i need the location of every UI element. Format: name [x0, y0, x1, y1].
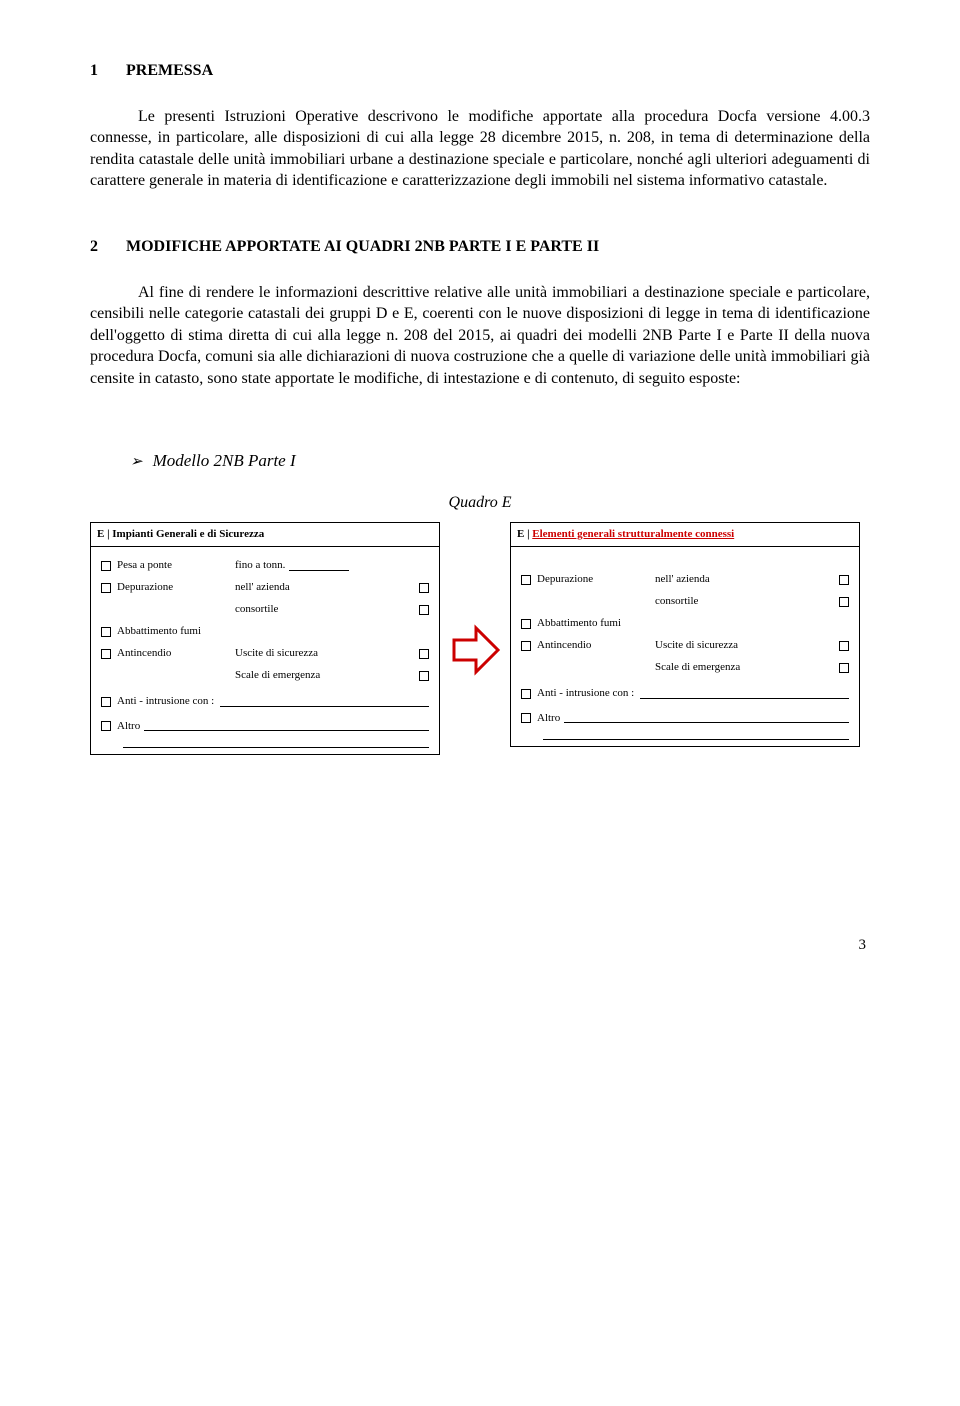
row-dep: Depurazione nell' azienda	[101, 577, 429, 599]
row-pesa: Pesa a ponte fino a tonn.	[101, 555, 429, 577]
label-dep-rr2: consortile	[655, 594, 698, 609]
model-subhead-text: Modello 2NB Parte I	[153, 451, 296, 470]
row-ant-r: Antincendio Uscite di sicurezza	[521, 635, 849, 657]
panel-right-body: Depurazione nell' azienda consortile Abb…	[511, 547, 859, 746]
checkbox-icon	[839, 575, 849, 585]
panel-left-body: Pesa a ponte fino a tonn. Depurazione ne…	[91, 547, 439, 754]
checkbox-icon	[419, 671, 429, 681]
label-ant-rr1: Uscite di sicurezza	[655, 638, 738, 653]
section-2-paragraph: Al fine di rendere le informazioni descr…	[90, 282, 870, 390]
section-2-heading: 2MODIFICHE APPORTATE AI QUADRI 2NB PARTE…	[90, 236, 870, 258]
checkbox-icon	[839, 663, 849, 673]
row-abb: Abbattimento fumi	[101, 621, 429, 643]
fill-line	[543, 730, 849, 740]
label-pesa-right: fino a tonn.	[235, 558, 285, 573]
label-ant: Antincendio	[117, 646, 235, 661]
row-altro-r: Altro	[521, 711, 849, 726]
section-1-heading: 1PREMESSA	[90, 60, 870, 82]
label-altro-r: Altro	[537, 711, 560, 726]
checkbox-icon	[521, 619, 531, 629]
checkbox-icon	[101, 649, 111, 659]
section-1-paragraph: Le presenti Istruzioni Operative descriv…	[90, 106, 870, 192]
checkbox-icon	[419, 649, 429, 659]
label-abb: Abbattimento fumi	[117, 624, 201, 639]
panel-left: E | Impianti Generali e di Sicurezza Pes…	[90, 522, 440, 755]
section-1-number: 1	[90, 60, 126, 82]
row-altro-line2	[101, 738, 429, 748]
fill-line	[640, 689, 849, 699]
row-ant: Antincendio Uscite di sicurezza	[101, 643, 429, 665]
checkbox-icon	[101, 721, 111, 731]
row-dep2-r: consortile	[521, 591, 849, 613]
label-dep-r2: consortile	[235, 602, 278, 617]
checkbox-icon	[419, 605, 429, 615]
row-altro-line2-r	[521, 730, 849, 740]
label-abb-r: Abbattimento fumi	[537, 616, 621, 631]
row-ant2: Scale di emergenza	[101, 665, 429, 687]
label-intr-r: Anti - intrusione con :	[537, 686, 634, 701]
panel-left-header-title: Impianti Generali e di Sicurezza	[112, 528, 264, 540]
checkbox-icon	[101, 697, 111, 707]
label-intr: Anti - intrusione con :	[117, 694, 214, 709]
label-ant-r1: Uscite di sicurezza	[235, 646, 318, 661]
checkbox-icon	[101, 583, 111, 593]
label-pesa: Pesa a ponte	[117, 558, 235, 573]
arrow-icon	[448, 590, 502, 687]
checkbox-icon	[839, 597, 849, 607]
checkbox-icon	[101, 627, 111, 637]
label-ant-r2: Scale di emergenza	[235, 668, 320, 683]
section-2-title: MODIFICHE APPORTATE AI QUADRI 2NB PARTE …	[126, 238, 599, 255]
panel-right-header: E | Elementi generali strutturalmente co…	[511, 523, 859, 547]
section-1-title: PREMESSA	[126, 62, 213, 79]
model-subhead: ➢ Modello 2NB Parte I	[130, 450, 870, 473]
panel-right: E | Elementi generali strutturalmente co…	[510, 522, 860, 747]
label-ant-r: Antincendio	[537, 638, 655, 653]
row-ant2-r: Scale di emergenza	[521, 657, 849, 679]
row-intr: Anti - intrusione con :	[101, 691, 429, 713]
fill-line	[144, 721, 429, 731]
checkbox-icon	[419, 583, 429, 593]
checkbox-icon	[521, 575, 531, 585]
quadro-figure: E | Impianti Generali e di Sicurezza Pes…	[90, 522, 870, 755]
row-dep2: consortile	[101, 599, 429, 621]
label-dep-r1: nell' azienda	[235, 580, 290, 595]
panel-left-header-letter: E |	[97, 528, 110, 540]
row-altro: Altro	[101, 719, 429, 734]
checkbox-icon	[521, 689, 531, 699]
fill-line	[123, 738, 429, 748]
checkbox-icon	[839, 641, 849, 651]
row-dep-r: Depurazione nell' azienda	[521, 569, 849, 591]
row-abb-r: Abbattimento fumi	[521, 613, 849, 635]
label-dep: Depurazione	[117, 580, 235, 595]
section-2-number: 2	[90, 236, 126, 258]
panel-right-header-letter: E |	[517, 528, 530, 540]
label-dep-rr1: nell' azienda	[655, 572, 710, 587]
fill-line	[220, 697, 429, 707]
row-intr-r: Anti - intrusione con :	[521, 683, 849, 705]
fill-line	[564, 713, 849, 723]
page-number: 3	[90, 935, 870, 955]
label-altro: Altro	[117, 719, 140, 734]
label-dep-r: Depurazione	[537, 572, 655, 587]
chevron-right-icon: ➢	[130, 453, 143, 470]
label-ant-rr2: Scale di emergenza	[655, 660, 740, 675]
panel-right-header-title: Elementi generali strutturalmente connes…	[532, 528, 734, 540]
checkbox-icon	[521, 713, 531, 723]
panel-left-header: E | Impianti Generali e di Sicurezza	[91, 523, 439, 547]
quadro-label: Quadro E	[90, 492, 870, 514]
fill-line	[289, 561, 349, 571]
checkbox-icon	[101, 561, 111, 571]
checkbox-icon	[521, 641, 531, 651]
